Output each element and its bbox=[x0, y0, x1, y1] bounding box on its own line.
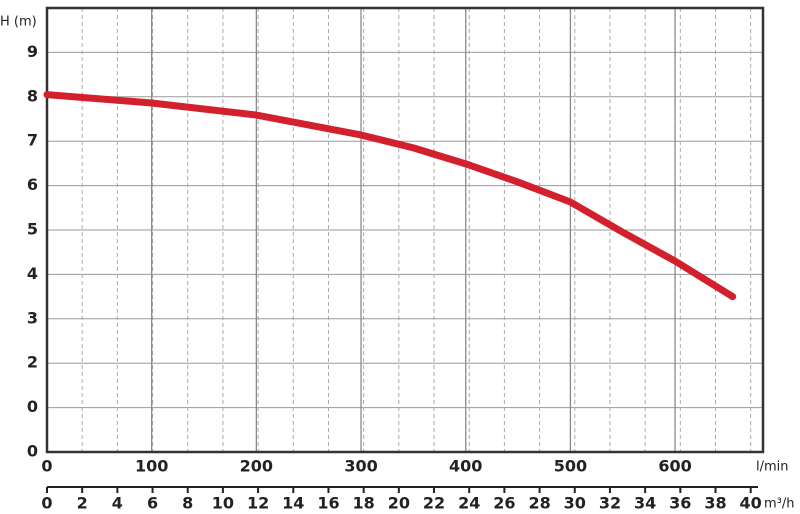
x2-tick-label: 0 bbox=[41, 494, 52, 513]
x2-tick-label: 8 bbox=[182, 494, 193, 513]
x-tick-label: 400 bbox=[449, 457, 482, 476]
x-axis-label: l/min bbox=[756, 460, 789, 475]
x2-tick-label: 34 bbox=[634, 494, 656, 513]
y-tick-label: 6 bbox=[27, 175, 38, 194]
y-tick-label: 4 bbox=[27, 264, 38, 283]
x2-tick-label: 18 bbox=[353, 494, 375, 513]
x2-tick-label: 36 bbox=[669, 494, 691, 513]
x-tick-label: 600 bbox=[658, 457, 691, 476]
x2-tick-label: 40 bbox=[740, 494, 762, 513]
x-tick-label: 500 bbox=[554, 457, 587, 476]
y-tick-label: 8 bbox=[27, 86, 38, 105]
x2-tick-label: 20 bbox=[388, 494, 410, 513]
x2-tick-label: 14 bbox=[282, 494, 304, 513]
x2-tick-label: 38 bbox=[704, 494, 726, 513]
y-tick-label: 5 bbox=[27, 220, 38, 239]
x2-axis-label: m³/h bbox=[764, 497, 795, 512]
x2-tick-label: 28 bbox=[528, 494, 550, 513]
x2-tick-label: 22 bbox=[423, 494, 445, 513]
y-axis-label: H (m) bbox=[0, 15, 37, 30]
x2-tick-label: 4 bbox=[112, 494, 123, 513]
x2-tick-label: 24 bbox=[458, 494, 480, 513]
curve bbox=[43, 91, 737, 301]
x2-tick-label: 32 bbox=[599, 494, 621, 513]
x-tick-label: 300 bbox=[344, 457, 377, 476]
y-tick-label: 7 bbox=[27, 131, 38, 150]
x2-tick-label: 2 bbox=[77, 494, 88, 513]
plot-frame bbox=[45, 6, 765, 454]
x2-tick-label: 6 bbox=[147, 494, 158, 513]
x2-tick-label: 16 bbox=[317, 494, 339, 513]
y-tick-label: 2 bbox=[27, 353, 38, 372]
x-tick-label: 200 bbox=[240, 457, 273, 476]
x2-tick-label: 26 bbox=[493, 494, 515, 513]
x-tick-label: 100 bbox=[135, 457, 168, 476]
x2-tick-label: 30 bbox=[564, 494, 586, 513]
y-tick-label: 0 bbox=[27, 397, 38, 416]
x2-tick-label: 12 bbox=[247, 494, 269, 513]
x-tick-label: 0 bbox=[41, 457, 52, 476]
y-tick-label: 3 bbox=[27, 308, 38, 327]
y-tick-label: 9 bbox=[27, 42, 38, 61]
y-tick-label: 0 bbox=[27, 442, 38, 461]
x2-tick-label: 10 bbox=[212, 494, 234, 513]
